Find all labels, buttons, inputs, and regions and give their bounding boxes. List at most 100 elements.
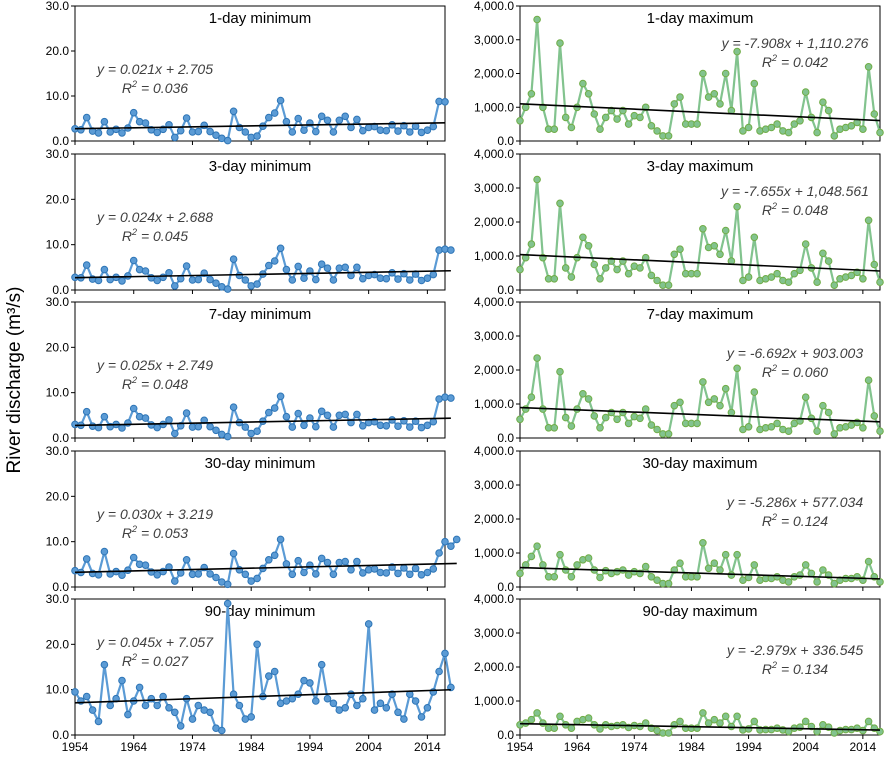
panel-1-day-maximum: 0.0 1,000.0 2,000.0 3,000.0 4,000.0 1-day max… xyxy=(474,0,884,148)
trend-line xyxy=(519,566,881,580)
panel-title: 90-day maximum xyxy=(642,603,757,620)
data-point xyxy=(353,115,361,124)
data-point xyxy=(870,412,879,420)
data-point xyxy=(323,694,332,703)
x-tick-label: 1984 xyxy=(238,740,265,754)
data-point xyxy=(411,697,420,705)
data-point xyxy=(527,90,536,98)
y-tick-label: 30.0 xyxy=(46,0,70,13)
data-point xyxy=(429,565,438,573)
data-point xyxy=(353,410,361,419)
data-point xyxy=(744,123,753,132)
data-point xyxy=(710,395,719,403)
y-tick-label: 2,000.0 xyxy=(474,363,514,377)
data-point xyxy=(429,270,438,279)
data-point xyxy=(153,276,161,285)
data-point xyxy=(265,672,273,680)
data-point xyxy=(394,569,402,578)
data-point xyxy=(641,562,650,571)
y-tick-label: 1,000.0 xyxy=(474,249,514,263)
data-point xyxy=(699,378,707,386)
x-tick-label: 1954 xyxy=(507,740,534,754)
data-point xyxy=(516,265,524,274)
x-tick-label: 1964 xyxy=(120,740,147,754)
r-squared: R2 = 0.060 xyxy=(762,363,828,380)
y-tick-label: 0.0 xyxy=(52,134,69,148)
data-point xyxy=(212,279,220,288)
data-point xyxy=(323,116,332,125)
panel-1-day-minimum: 0.0 10.0 20.0 30.0 1-day minimum y = 0.021x +… xyxy=(46,0,449,148)
data-point xyxy=(153,701,161,710)
data-point xyxy=(584,395,593,403)
y-tick-label: 30.0 xyxy=(46,147,70,161)
data-point xyxy=(317,260,326,269)
trend-equation: y = 0.021x + 2.705 xyxy=(96,61,213,77)
data-point xyxy=(329,699,338,708)
data-point xyxy=(584,554,593,562)
data-point xyxy=(767,273,776,281)
data-point xyxy=(317,660,326,669)
data-point xyxy=(341,704,350,712)
data-point xyxy=(693,120,701,128)
data-point xyxy=(859,125,867,133)
data-point xyxy=(819,98,827,106)
y-tick-label: 3,000.0 xyxy=(474,478,514,492)
data-point xyxy=(288,694,297,703)
data-point xyxy=(550,275,559,283)
data-point xyxy=(241,128,250,136)
data-point xyxy=(676,717,684,726)
data-point xyxy=(750,233,759,242)
data-point xyxy=(521,103,530,112)
data-point xyxy=(556,367,564,376)
data-point xyxy=(699,709,707,717)
data-point xyxy=(653,276,661,285)
data-point xyxy=(423,126,432,134)
plot-frame xyxy=(74,301,446,439)
data-point xyxy=(317,112,326,121)
data-point xyxy=(171,429,179,438)
data-point xyxy=(830,132,839,140)
data-point xyxy=(567,273,576,281)
panel-7-day-minimum: 0.0 10.0 20.0 30.0 7-day minimum y = 0.025x +… xyxy=(46,295,455,445)
data-point xyxy=(664,579,673,588)
data-point xyxy=(388,269,396,277)
data-point xyxy=(550,125,559,133)
data-point xyxy=(739,127,747,135)
data-point xyxy=(382,422,391,430)
data-point xyxy=(253,132,261,140)
data-point xyxy=(94,129,103,137)
y-tick-label: 2,000.0 xyxy=(474,215,514,229)
panel-title: 90-day minimum xyxy=(205,603,316,620)
data-point xyxy=(294,114,303,123)
y-tick-label: 1,000.0 xyxy=(474,397,514,411)
data-point xyxy=(721,550,730,559)
data-point xyxy=(596,424,604,432)
data-point xyxy=(423,704,432,712)
data-point xyxy=(796,117,804,125)
data-point xyxy=(601,264,610,272)
data-point xyxy=(141,701,150,710)
data-point xyxy=(664,430,673,438)
data-point xyxy=(229,549,238,558)
y-tick-label: 0.0 xyxy=(497,580,514,594)
y-tick-label: 2,000.0 xyxy=(474,660,514,674)
data-point xyxy=(441,98,449,106)
data-point xyxy=(590,260,599,269)
data-point xyxy=(382,274,391,283)
data-point xyxy=(561,566,570,574)
data-point xyxy=(411,564,420,573)
r-squared: R2 = 0.124 xyxy=(762,512,828,529)
y-tick-label: 4,000.0 xyxy=(474,295,514,309)
data-point xyxy=(727,571,736,579)
data-point xyxy=(596,725,604,733)
data-point xyxy=(312,275,320,284)
data-point xyxy=(716,100,724,108)
y-tick-label: 10.0 xyxy=(46,535,70,549)
data-point xyxy=(767,123,776,132)
data-point xyxy=(590,110,599,118)
data-point xyxy=(323,411,332,420)
data-point xyxy=(135,683,144,692)
trend-equation: y = 0.025x + 2.749 xyxy=(96,357,213,373)
data-point xyxy=(539,561,547,569)
data-point xyxy=(699,539,707,547)
